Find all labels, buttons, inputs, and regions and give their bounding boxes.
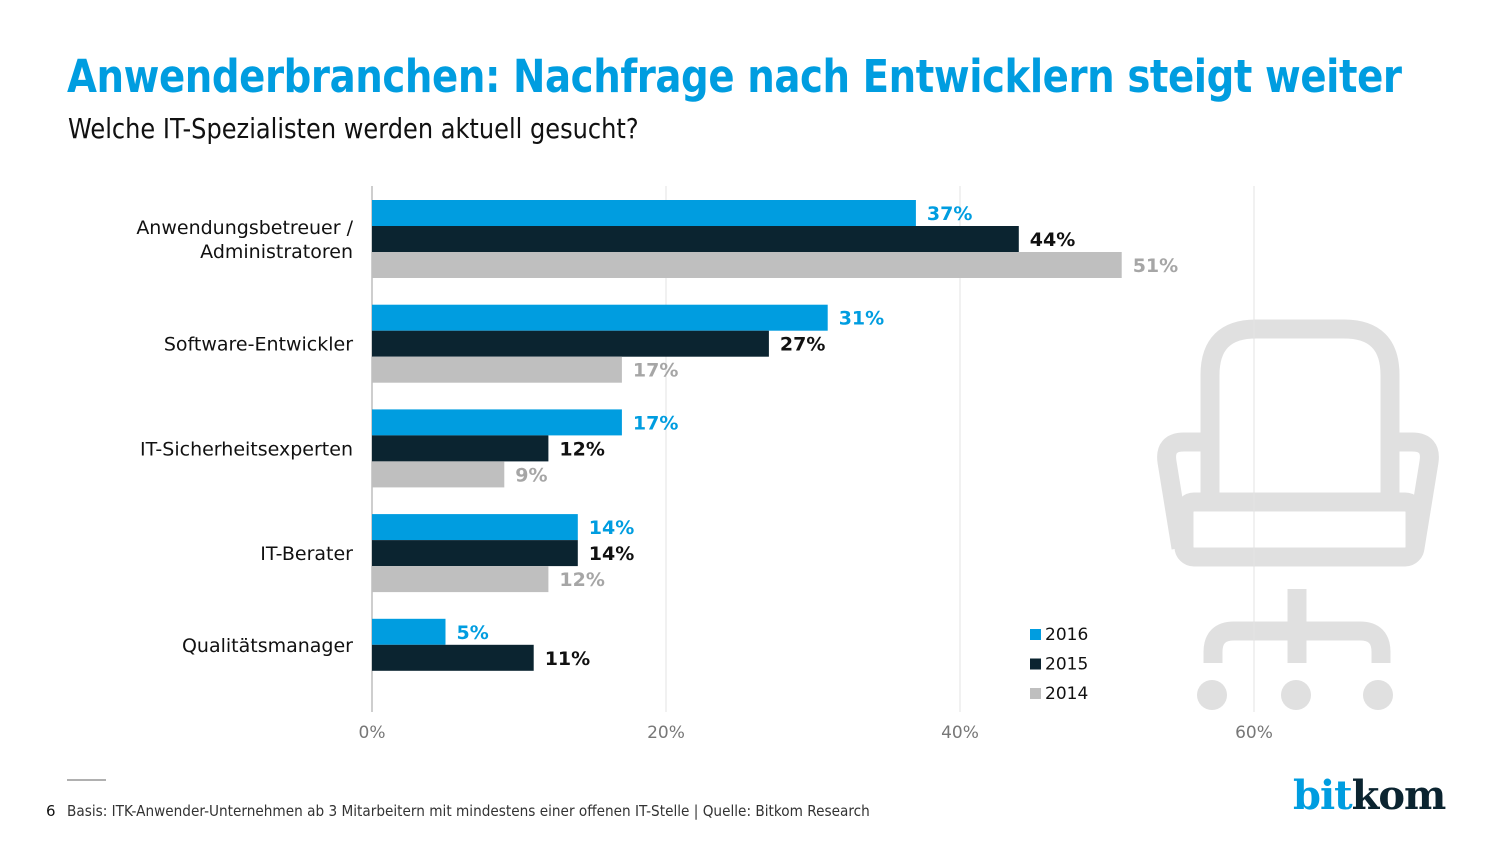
value-label-2015: 14% xyxy=(589,543,634,565)
value-labels: 37% 44% 51% 31% 27% 17% 17% 12% 9% 14% 14% 12% 5% 11% xyxy=(457,203,1179,670)
bar-2014 xyxy=(372,356,622,383)
logo-part-bit: bit xyxy=(1293,772,1353,819)
category-label: Qualitätsmanager xyxy=(182,635,353,657)
category-label-line: IT-Berater xyxy=(260,543,353,565)
legend: 2016 2015 2014 xyxy=(1030,625,1088,704)
value-label-2014: 51% xyxy=(1133,255,1178,277)
chair-wheel xyxy=(1363,680,1393,710)
logo-part-kom: kom xyxy=(1351,772,1447,819)
category-labels: Anwendungsbetreuer / Administratoren Softw… xyxy=(136,217,353,657)
bar-2014 xyxy=(372,461,505,488)
value-label-2016: 14% xyxy=(589,517,634,539)
bar-2015 xyxy=(372,540,578,567)
bar-2014 xyxy=(372,566,549,593)
value-label-2015: 27% xyxy=(780,334,825,356)
bar-2016 xyxy=(372,200,916,226)
category-label: IT-Berater xyxy=(260,543,353,565)
x-tick-label: 60% xyxy=(1235,723,1273,743)
chair-wheels xyxy=(1197,680,1393,710)
value-label-2014: 12% xyxy=(559,569,604,591)
page-number: 6 xyxy=(46,802,56,820)
value-label-2016: 5% xyxy=(457,622,489,644)
bar-2015 xyxy=(372,435,549,462)
value-label-2015: 11% xyxy=(545,648,590,670)
x-axis-ticks: 0% 20% 40% 60% xyxy=(359,723,1273,743)
value-label-2015: 44% xyxy=(1030,229,1075,251)
value-label-2015: 12% xyxy=(559,438,604,460)
legend-swatch-2014 xyxy=(1030,688,1041,699)
bitkom-logo: bitkom xyxy=(1293,776,1446,816)
bar-2015 xyxy=(372,226,1019,252)
page-title: Anwenderbranchen: Nachfrage nach Entwick… xyxy=(67,50,1402,103)
value-label-2014: 9% xyxy=(515,464,547,486)
chair-wheel xyxy=(1281,680,1311,710)
bar-2016 xyxy=(372,618,446,645)
value-label-2016: 17% xyxy=(633,412,678,434)
x-tick-label: 40% xyxy=(941,723,979,743)
x-tick-label: 0% xyxy=(359,723,386,743)
legend-label-2014: 2014 xyxy=(1045,684,1088,704)
category-label-line: Administratoren xyxy=(200,241,353,263)
bars xyxy=(372,200,1122,671)
value-label-2016: 37% xyxy=(927,203,972,225)
category-label-line: Software-Entwickler xyxy=(164,334,353,356)
x-tick-label: 20% xyxy=(647,723,685,743)
category-label: Software-Entwickler xyxy=(164,334,353,356)
bar-2014 xyxy=(372,252,1122,278)
bar-2015 xyxy=(372,330,769,357)
category-label-line: Anwendungsbetreuer / xyxy=(136,217,353,239)
category-label-line: IT-Sicherheitsexperten xyxy=(140,438,353,460)
page-subtitle: Welche IT-Spezialisten werden aktuell ge… xyxy=(68,112,639,145)
legend-swatch-2016 xyxy=(1030,629,1041,640)
chair-wheel xyxy=(1197,680,1227,710)
source-footnote: Basis: ITK-Anwender-Unternehmen ab 3 Mit… xyxy=(67,802,870,820)
legend-label-2016: 2016 xyxy=(1045,625,1088,645)
legend-label-2015: 2015 xyxy=(1045,655,1088,675)
office-chair-icon xyxy=(1157,319,1439,663)
bar-2015 xyxy=(372,644,534,671)
footer-divider xyxy=(67,779,106,781)
value-label-2016: 31% xyxy=(839,308,884,330)
value-label-2014: 17% xyxy=(633,360,678,382)
category-label: IT-Sicherheitsexperten xyxy=(140,438,353,460)
category-label: Anwendungsbetreuer / Administratoren xyxy=(136,217,353,263)
bar-2016 xyxy=(372,409,622,436)
legend-swatch-2015 xyxy=(1030,658,1041,670)
bar-2016 xyxy=(372,304,828,331)
category-label-line: Qualitätsmanager xyxy=(182,635,353,657)
bar-2016 xyxy=(372,514,578,541)
